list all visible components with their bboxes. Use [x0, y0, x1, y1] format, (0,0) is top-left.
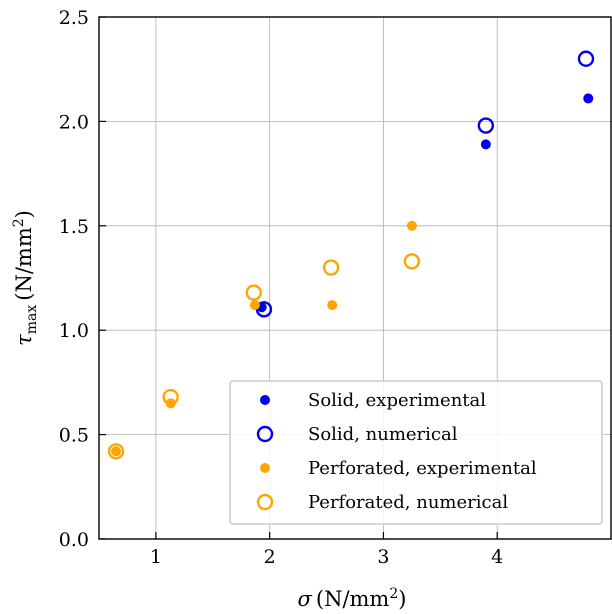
- y-axis-label: τmax(N/mm2): [11, 210, 40, 346]
- legend-marker: [256, 425, 274, 443]
- data-point: [249, 300, 260, 311]
- data-point: [480, 139, 491, 150]
- legend-marker: [256, 493, 274, 511]
- data-point: [403, 253, 421, 270]
- data-point: [162, 388, 179, 406]
- legend: Solid, experimental Solid, numerical Perfo…: [229, 380, 603, 525]
- x-axis-label: σ (N/mm2): [298, 586, 407, 611]
- x-tick-label: 3: [377, 546, 389, 568]
- x-tick-label: 2: [264, 546, 276, 568]
- legend-marker: [260, 463, 270, 473]
- legend-label: Solid, numerical: [308, 424, 458, 445]
- y-tick-label: 2.5: [59, 7, 89, 29]
- data-point: [322, 259, 340, 276]
- y-tick-label: 0.5: [59, 425, 89, 447]
- data-point: [111, 446, 122, 457]
- legend-box: [229, 380, 603, 525]
- tick-labels: 1 2 3 4 0.0 0.5 1.0 1.5 2.0 2.5: [59, 7, 503, 568]
- data-point: [577, 50, 595, 67]
- plot-frame: [98, 16, 612, 540]
- axis-ticks: [99, 16, 498, 540]
- data-point: [107, 443, 125, 460]
- data-point: [327, 300, 338, 311]
- y-tick-label: 2.0: [59, 111, 89, 133]
- legend-marker: [260, 395, 270, 405]
- legend-label: Perforated, experimental: [308, 458, 537, 479]
- data-point: [406, 220, 417, 231]
- data-point: [583, 93, 594, 104]
- data-point: [245, 284, 262, 301]
- x-tick-label: 4: [491, 546, 503, 568]
- y-tick-label: 1.5: [59, 216, 89, 238]
- y-tick-label: 1.0: [59, 320, 89, 342]
- y-tick-label: 0.0: [59, 529, 89, 551]
- x-tick-label: 1: [150, 546, 162, 568]
- data-points: [107, 50, 595, 460]
- legend-label: Solid, experimental: [308, 390, 486, 411]
- data-point: [477, 117, 495, 134]
- legend-label: Perforated, numerical: [308, 492, 508, 513]
